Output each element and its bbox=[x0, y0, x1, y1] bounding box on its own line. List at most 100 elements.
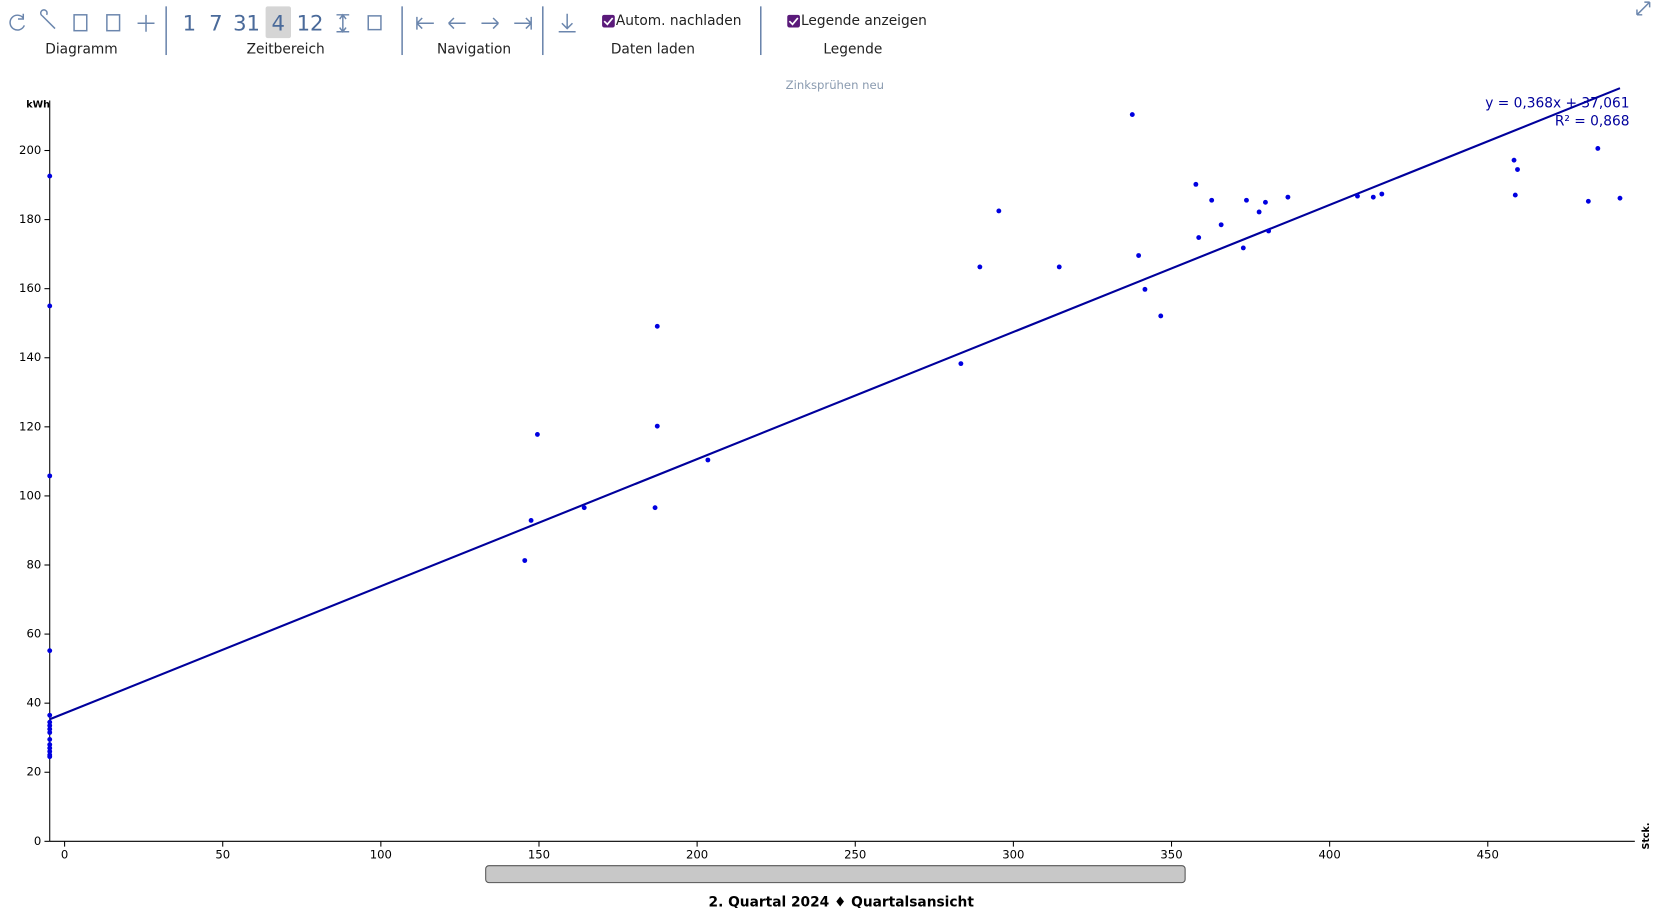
zoom-y-icon[interactable] bbox=[336, 13, 350, 33]
range-button[interactable]: 12 bbox=[297, 10, 324, 35]
checkbox-label[interactable]: Legende anzeigen bbox=[801, 13, 927, 29]
x-tick-label: 250 bbox=[844, 848, 866, 862]
point bbox=[47, 736, 53, 742]
calendar-icon[interactable] bbox=[367, 15, 382, 31]
point bbox=[1595, 146, 1601, 151]
point bbox=[1240, 245, 1246, 251]
point bbox=[705, 457, 711, 463]
point bbox=[1256, 209, 1262, 215]
x-tick-label: 150 bbox=[528, 848, 550, 862]
point bbox=[1129, 112, 1135, 118]
group-label: Diagramm bbox=[45, 42, 117, 58]
range-button[interactable]: 7 bbox=[209, 10, 222, 35]
point bbox=[1511, 157, 1517, 163]
point bbox=[1355, 193, 1360, 199]
footer: 2. Quartal 2024 ♦ Quartalsansicht bbox=[709, 895, 975, 908]
checkbox-label[interactable]: Autom. nachladen bbox=[616, 13, 742, 29]
point bbox=[534, 432, 540, 437]
y-tick-label: 120 bbox=[19, 419, 41, 433]
range-button[interactable]: 31 bbox=[233, 10, 260, 35]
x-tick-label: 400 bbox=[1319, 848, 1341, 862]
y-tick-label: 0 bbox=[34, 834, 41, 848]
trend-line bbox=[49, 87, 1621, 721]
point bbox=[1193, 181, 1199, 187]
point bbox=[1218, 222, 1224, 228]
group-label: Daten laden bbox=[611, 42, 695, 58]
chart-title: Zinksprühen neu bbox=[786, 78, 884, 92]
point bbox=[522, 558, 528, 563]
point bbox=[47, 742, 53, 748]
point bbox=[1136, 253, 1142, 258]
x-tick-label: 100 bbox=[370, 848, 392, 862]
point bbox=[652, 505, 658, 511]
point bbox=[1056, 264, 1062, 270]
x-tick-label: 50 bbox=[215, 848, 230, 862]
x-axis-label: Stck. bbox=[1641, 823, 1652, 850]
y-tick-label: 160 bbox=[19, 281, 41, 295]
point bbox=[47, 730, 53, 735]
point bbox=[47, 723, 53, 729]
checkmark bbox=[788, 17, 799, 26]
y-tick-label: 40 bbox=[26, 696, 41, 710]
point bbox=[528, 518, 534, 523]
point bbox=[1512, 192, 1518, 198]
scrollbar[interactable] bbox=[485, 865, 1186, 884]
download-icon[interactable] bbox=[558, 13, 576, 33]
navigation-icons[interactable] bbox=[416, 16, 532, 30]
point bbox=[1142, 286, 1148, 292]
toolbar: Diagramm 1 7 31 4 12 Zeitbereich Navigat… bbox=[9, 1, 1651, 58]
y-tick-label: 180 bbox=[19, 212, 41, 226]
point bbox=[47, 719, 53, 725]
point bbox=[581, 505, 587, 511]
point bbox=[47, 473, 53, 479]
y-axis-label: kWh bbox=[26, 99, 50, 110]
point bbox=[1370, 194, 1376, 200]
point bbox=[1158, 313, 1164, 319]
point bbox=[47, 726, 53, 732]
point bbox=[654, 423, 660, 429]
x-tick-label: 200 bbox=[686, 848, 708, 862]
point bbox=[47, 749, 53, 754]
point bbox=[1585, 198, 1591, 204]
y-tick-label: 140 bbox=[19, 350, 41, 364]
y-tick-label: 60 bbox=[26, 627, 41, 641]
point bbox=[1263, 199, 1268, 205]
point bbox=[47, 648, 53, 654]
point bbox=[47, 754, 53, 760]
x-tick-label: 450 bbox=[1477, 848, 1499, 862]
range-button[interactable]: 1 bbox=[183, 10, 196, 35]
point bbox=[47, 303, 53, 309]
point bbox=[1244, 197, 1249, 203]
checkbox[interactable] bbox=[787, 14, 800, 28]
y-tick-label: 200 bbox=[19, 143, 41, 157]
point bbox=[654, 323, 660, 329]
checkmark bbox=[603, 17, 614, 26]
x-tick-label: 300 bbox=[1002, 848, 1024, 862]
x-tick-label: 0 bbox=[61, 848, 68, 862]
y-tick-label: 100 bbox=[19, 488, 41, 502]
y-tick-label: 80 bbox=[26, 558, 41, 572]
point bbox=[1617, 195, 1623, 201]
expand-icon[interactable] bbox=[1636, 1, 1651, 16]
range-button[interactable]: 4 bbox=[272, 10, 285, 35]
trend-r2: R² = 0,868 bbox=[1555, 114, 1630, 130]
x-tick-label: 350 bbox=[1160, 848, 1182, 862]
point bbox=[1266, 228, 1272, 234]
group-label: Legende bbox=[823, 42, 882, 58]
point bbox=[1379, 191, 1385, 197]
checkbox[interactable] bbox=[602, 14, 615, 28]
trend-equation: y = 0,368x + 37,061 bbox=[1485, 96, 1629, 112]
point bbox=[1209, 197, 1215, 203]
point bbox=[47, 745, 53, 751]
diagramm-icons[interactable] bbox=[9, 9, 155, 32]
point bbox=[977, 264, 983, 270]
point bbox=[47, 712, 53, 718]
point bbox=[1515, 167, 1520, 172]
point bbox=[996, 208, 1002, 214]
y-tick-label: 20 bbox=[26, 765, 41, 779]
active-button bbox=[265, 6, 291, 39]
group-label: Navigation bbox=[437, 42, 511, 58]
point bbox=[958, 361, 964, 367]
point bbox=[47, 173, 53, 179]
